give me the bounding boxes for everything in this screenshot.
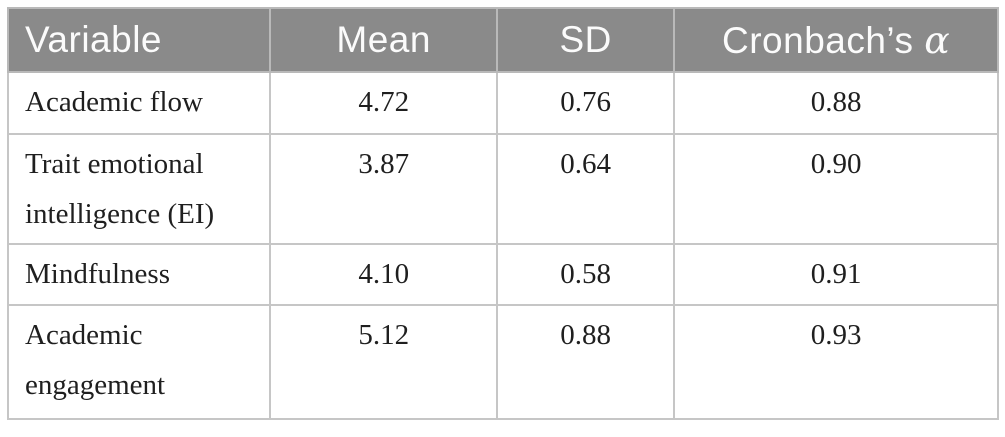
cell-sd: 0.88 bbox=[496, 304, 676, 420]
header-cronbach-label: Cronbach’s bbox=[722, 20, 925, 61]
cell-cronbach-alpha: 0.88 bbox=[673, 71, 999, 135]
table-row: Academic engagement 5.12 0.88 0.93 bbox=[6, 304, 999, 420]
cell-mean: 4.72 bbox=[269, 71, 499, 135]
table-row: Trait emotional intelligence (EI) 3.87 0… bbox=[6, 133, 999, 245]
header-sd: SD bbox=[496, 7, 676, 73]
cell-sd: 0.64 bbox=[496, 133, 676, 245]
cell-mean: 3.87 bbox=[269, 133, 499, 245]
alpha-symbol: α bbox=[924, 18, 951, 62]
table-row: Mindfulness 4.10 0.58 0.91 bbox=[6, 243, 999, 306]
cell-sd: 0.76 bbox=[496, 71, 676, 135]
cell-mean: 5.12 bbox=[269, 304, 499, 420]
header-cronbach-alpha: Cronbach’s α bbox=[673, 7, 999, 73]
header-mean: Mean bbox=[269, 7, 499, 73]
cell-variable: Trait emotional intelligence (EI) bbox=[6, 133, 272, 245]
header-variable: Variable bbox=[6, 7, 272, 73]
header-row: Variable Mean SD Cronbach’s α bbox=[6, 7, 999, 73]
statistics-table: Variable Mean SD Cronbach’s α Academic f… bbox=[6, 7, 999, 420]
cell-cronbach-alpha: 0.91 bbox=[673, 243, 999, 306]
cell-variable: Academic flow bbox=[6, 71, 272, 135]
cell-variable: Mindfulness bbox=[6, 243, 272, 306]
table-row: Academic flow 4.72 0.76 0.88 bbox=[6, 71, 999, 135]
cell-mean: 4.10 bbox=[269, 243, 499, 306]
cell-cronbach-alpha: 0.93 bbox=[673, 304, 999, 420]
cell-cronbach-alpha: 0.90 bbox=[673, 133, 999, 245]
cell-sd: 0.58 bbox=[496, 243, 676, 306]
cell-variable: Academic engagement bbox=[6, 304, 272, 420]
